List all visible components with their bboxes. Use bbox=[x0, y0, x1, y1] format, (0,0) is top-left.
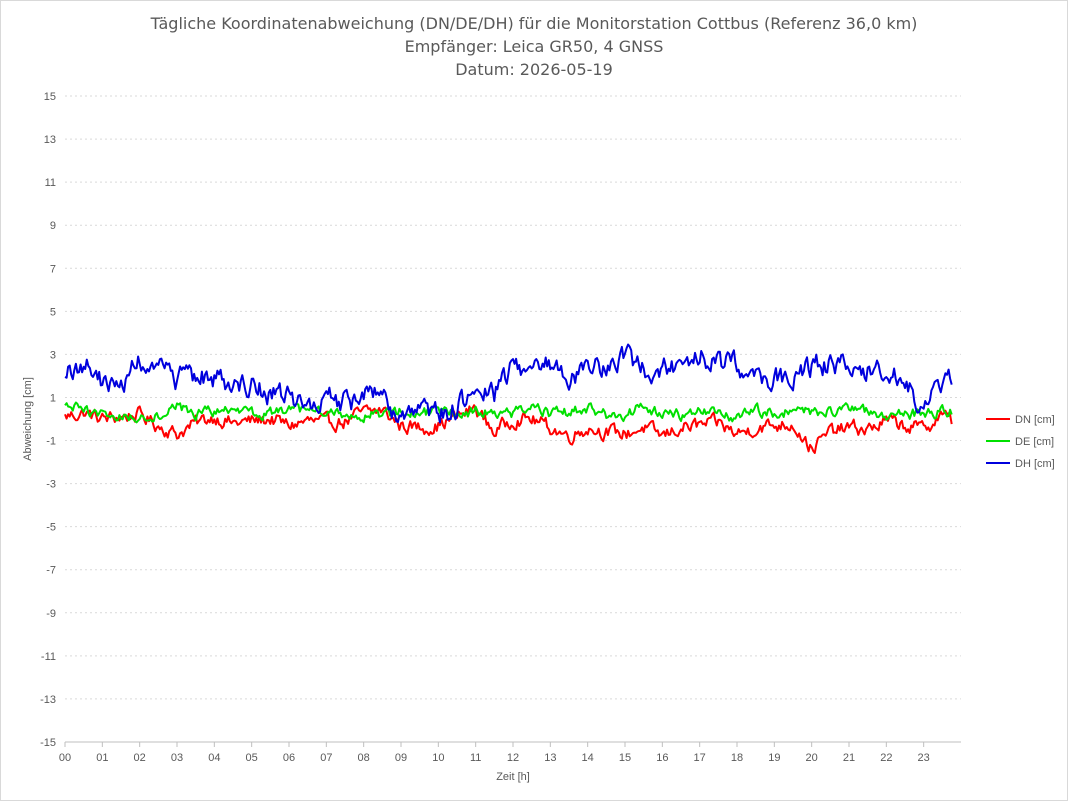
series-line-0 bbox=[64, 404, 953, 454]
x-tick-label: 06 bbox=[283, 752, 295, 764]
x-tick-label: 15 bbox=[619, 752, 631, 764]
x-axis-ticks: 00 01 02 03 04 05 06 07 08 09 10 11 12 13 14 15 16 17 18 19… bbox=[59, 742, 930, 764]
legend-label: DE [cm] bbox=[1015, 436, 1054, 448]
y-tick-label: -1 bbox=[46, 436, 56, 448]
x-tick-label: 02 bbox=[134, 752, 146, 764]
y-tick-label: 5 bbox=[50, 306, 56, 318]
x-tick-label: 17 bbox=[694, 752, 706, 764]
y-tick-label: 9 bbox=[50, 220, 56, 232]
x-tick-label: 09 bbox=[395, 752, 407, 764]
y-tick-label: 3 bbox=[50, 349, 56, 361]
x-tick-label: 10 bbox=[432, 752, 444, 764]
x-tick-label: 03 bbox=[171, 752, 183, 764]
y-tick-label: 13 bbox=[44, 134, 56, 146]
y-tick-label: -7 bbox=[46, 565, 56, 577]
gridlines bbox=[65, 95, 961, 700]
x-tick-label: 16 bbox=[656, 752, 668, 764]
x-tick-label: 08 bbox=[358, 752, 370, 764]
x-tick-label: 19 bbox=[768, 752, 780, 764]
y-tick-label: -5 bbox=[46, 522, 56, 534]
x-tick-label: 07 bbox=[320, 752, 332, 764]
x-tick-label: 05 bbox=[246, 752, 258, 764]
x-tick-label: 23 bbox=[918, 752, 930, 764]
series-line-1 bbox=[64, 401, 953, 424]
x-tick-label: 00 bbox=[59, 752, 71, 764]
x-axis-label: Zeit [h] bbox=[496, 771, 530, 783]
x-tick-label: 18 bbox=[731, 752, 743, 764]
legend-label: DN [cm] bbox=[1015, 414, 1055, 426]
x-tick-label: 20 bbox=[806, 752, 818, 764]
x-tick-label: 13 bbox=[544, 752, 556, 764]
y-tick-label: -3 bbox=[46, 479, 56, 491]
x-tick-label: 12 bbox=[507, 752, 519, 764]
chart-title-line-3: Datum: 2026-05-19 bbox=[455, 60, 613, 79]
y-tick-label: 1 bbox=[50, 392, 56, 404]
y-axis-ticks: 15 13 11 9 7 5 3 1 -1 -3 -5 -7 -9 -11 -13 -15 bbox=[40, 91, 56, 749]
legend: DN [cm] DE [cm] DH [cm] bbox=[986, 414, 1055, 470]
x-tick-label: 21 bbox=[843, 752, 855, 764]
legend-label: DH [cm] bbox=[1015, 458, 1055, 470]
chart-title-line-1: Tägliche Koordinatenabweichung (DN/DE/DH… bbox=[150, 14, 918, 33]
x-tick-label: 14 bbox=[582, 752, 594, 764]
x-tick-label: 22 bbox=[880, 752, 892, 764]
y-tick-label: -13 bbox=[40, 694, 56, 706]
x-tick-label: 11 bbox=[470, 752, 481, 764]
y-tick-label: 11 bbox=[45, 177, 56, 189]
y-tick-label: -15 bbox=[40, 737, 56, 749]
chart-title-line-2: Empfänger: Leica GR50, 4 GNSS bbox=[405, 37, 664, 56]
y-tick-label: -11 bbox=[41, 651, 56, 663]
x-tick-label: 04 bbox=[208, 752, 220, 764]
series-line-2 bbox=[64, 343, 953, 424]
chart-title: Tägliche Koordinatenabweichung (DN/DE/DH… bbox=[150, 14, 918, 79]
series-lines bbox=[64, 343, 953, 454]
x-tick-label: 01 bbox=[96, 752, 108, 764]
y-tick-label: 7 bbox=[50, 263, 56, 275]
y-tick-label: -9 bbox=[46, 608, 56, 620]
y-axis-label: Abweichung [cm] bbox=[22, 377, 34, 461]
y-tick-label: 15 bbox=[44, 91, 56, 103]
